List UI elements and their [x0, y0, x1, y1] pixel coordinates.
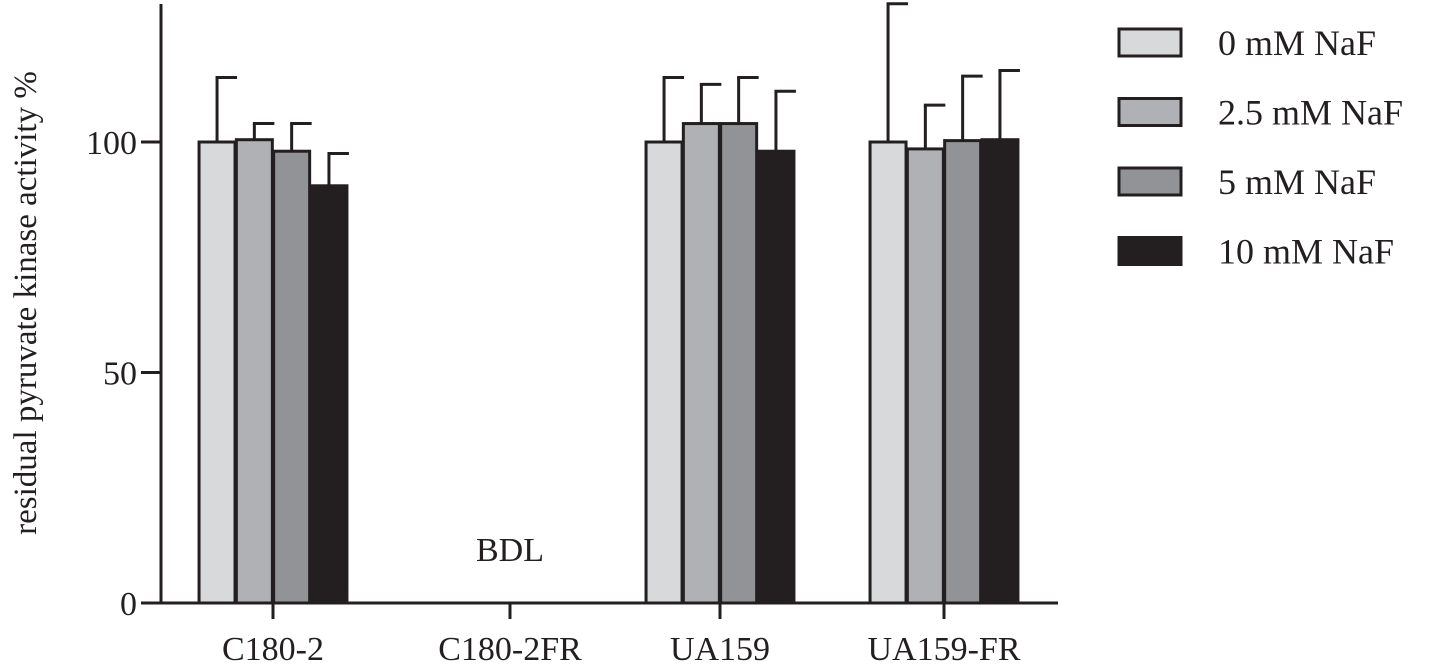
error-bar-ua159-fr-0-mm-naf [886, 2, 909, 142]
bar-ua159-2-5-mm-naf [681, 122, 721, 605]
error-bar-ua159-10-mm-naf [774, 89, 796, 152]
legend-item-2-5-mm-naf: 2.5 mM NaF [1117, 93, 1403, 133]
x-tick-label-ua159-fr: UA159-FR [867, 631, 1020, 664]
bar-ua159-0-mm-naf [644, 140, 684, 605]
annotation-bdl: BDL [476, 532, 544, 569]
error-bar-c180-2-10-mm-naf [327, 152, 349, 186]
error-bar-c180-2-0-mm-naf [215, 75, 238, 142]
error-bar-c180-2-5-mm-naf [290, 122, 312, 152]
error-bar-ua159-fr-10-mm-naf [998, 69, 1020, 140]
error-bar-ua159-2-5-mm-naf [699, 82, 722, 124]
bar-ua159-fr-2-5-mm-naf [905, 147, 945, 605]
legend-swatch-2-5-mm-naf [1117, 97, 1183, 127]
y-tick-label-0: 0 [120, 586, 137, 623]
legend-label-2-5-mm-naf: 2.5 mM NaF [1218, 93, 1403, 133]
error-bar-ua159-fr-5-mm-naf [961, 74, 983, 141]
bar-c180-2-5-mm-naf [272, 149, 312, 605]
error-bar-ua159-0-mm-naf [662, 75, 685, 142]
y-axis-title: residual pyruvate kinase activity % [8, 71, 44, 535]
error-bars [215, 2, 1020, 186]
bar-c180-2-10-mm-naf [309, 184, 349, 605]
bar-c180-2-0-mm-naf [197, 140, 237, 605]
labels: 0 50 100 C180-2 C180-2FR UA159 UA159-FR residua… [8, 71, 1021, 664]
x-tick-label-ua159: UA159 [670, 631, 770, 664]
axes [141, 4, 1058, 619]
legend-swatch-5-mm-naf [1117, 166, 1183, 197]
y-tick-label-50: 50 [103, 356, 137, 393]
legend-label-0-mm-naf: 0 mM NaF [1218, 23, 1376, 63]
legend-swatch-10-mm-naf [1117, 236, 1183, 266]
legend: 0 mM NaF 2.5 mM NaF 5 mM NaF 10 mM NaF [1117, 23, 1403, 272]
bar-ua159-10-mm-naf [756, 149, 796, 605]
error-bar-c180-2-2-5-mm-naf [252, 122, 275, 140]
bar-ua159-5-mm-naf [719, 122, 759, 605]
legend-item-5-mm-naf: 5 mM NaF [1117, 162, 1376, 202]
legend-swatch-0-mm-naf [1117, 27, 1183, 58]
bar-ua159-fr-0-mm-naf [868, 140, 908, 605]
legend-item-10-mm-naf: 10 mM NaF [1117, 232, 1394, 272]
y-tick-label-100: 100 [86, 125, 137, 162]
legend-item-0-mm-naf: 0 mM NaF [1117, 23, 1376, 63]
bar-ua159-fr-5-mm-naf [943, 139, 983, 605]
bars [197, 122, 1020, 605]
error-bar-ua159-fr-2-5-mm-naf [923, 103, 946, 149]
bar-c180-2-2-5-mm-naf [234, 138, 274, 605]
x-tick-label-c180-2: C180-2 [222, 631, 324, 664]
error-bar-ua159-5-mm-naf [737, 75, 759, 124]
legend-label-5-mm-naf: 5 mM NaF [1218, 162, 1376, 202]
legend-label-10-mm-naf: 10 mM NaF [1218, 232, 1394, 272]
x-tick-label-c180-2fr: C180-2FR [438, 631, 582, 664]
bar-ua159-fr-10-mm-naf [980, 138, 1020, 605]
